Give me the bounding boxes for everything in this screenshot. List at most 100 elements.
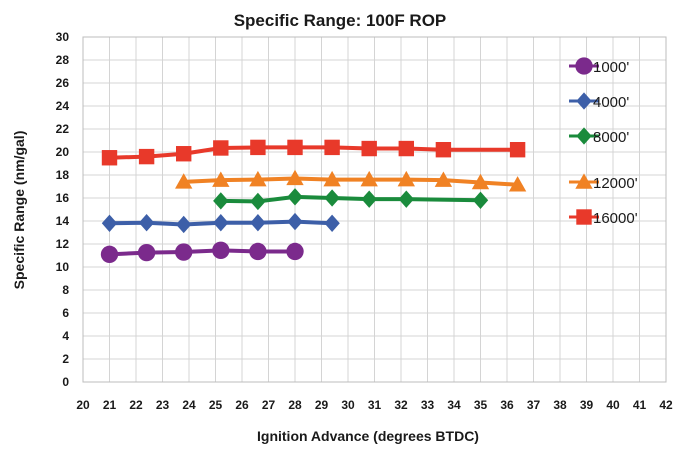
series-4 xyxy=(101,139,526,166)
data-point xyxy=(250,192,266,211)
data-point xyxy=(250,214,266,232)
series-layer xyxy=(100,139,527,264)
x-tick-label: 26 xyxy=(235,398,249,412)
data-point xyxy=(324,214,340,232)
legend-label: 8000' xyxy=(593,129,629,146)
data-point xyxy=(287,139,303,156)
series-3 xyxy=(175,169,527,192)
data-point xyxy=(249,170,267,187)
data-point xyxy=(323,170,341,187)
y-tick-label: 22 xyxy=(56,122,70,136)
series-0 xyxy=(100,241,304,264)
plot-frame xyxy=(82,36,667,383)
data-point xyxy=(213,192,229,210)
y-tick-label: 24 xyxy=(56,99,70,113)
legend-entry: 1000' xyxy=(569,57,629,76)
data-point xyxy=(398,140,414,157)
y-axis-title: Specific Range (nm/gal) xyxy=(11,131,27,290)
series-line xyxy=(109,248,295,257)
data-point xyxy=(175,243,193,261)
data-point xyxy=(138,214,155,232)
x-tick-label: 38 xyxy=(553,398,567,412)
data-point xyxy=(398,190,414,208)
data-point xyxy=(361,140,377,157)
x-tick-label: 24 xyxy=(182,398,196,412)
data-point xyxy=(176,215,192,234)
x-tick-label: 20 xyxy=(76,398,90,412)
legend-entry: 8000' xyxy=(569,127,629,146)
y-tick-label: 18 xyxy=(56,168,70,182)
legend: 1000' 4000' 8000' 12000' 16000' xyxy=(569,57,638,227)
x-tick-label: 32 xyxy=(394,398,408,412)
x-tick-label: 22 xyxy=(129,398,143,412)
data-point xyxy=(137,243,156,262)
y-tick-label: 16 xyxy=(56,191,70,205)
y-tick-label: 12 xyxy=(56,237,70,251)
y-tick-label: 10 xyxy=(56,260,70,274)
data-point xyxy=(213,214,229,232)
y-tick-label: 0 xyxy=(62,375,69,389)
legend-entry: 16000' xyxy=(569,209,638,227)
legend-entry: 12000' xyxy=(569,173,638,192)
data-point xyxy=(287,188,303,206)
data-point xyxy=(286,242,304,261)
data-point xyxy=(138,148,155,165)
series-line xyxy=(183,176,518,187)
x-tick-label: 34 xyxy=(447,398,461,412)
y-tick-label: 4 xyxy=(62,329,69,343)
data-point xyxy=(213,140,229,156)
x-tick-label: 42 xyxy=(659,398,673,412)
x-tick-label: 33 xyxy=(421,398,435,412)
y-tick-label: 30 xyxy=(56,30,70,44)
legend-label: 1000' xyxy=(593,59,629,76)
data-point xyxy=(175,173,193,189)
data-point xyxy=(324,189,340,207)
y-tick-label: 20 xyxy=(56,145,70,159)
legend-marker xyxy=(576,127,592,145)
x-axis-title: Ignition Advance (degrees BTDC) xyxy=(257,428,479,444)
x-tick-label: 39 xyxy=(580,398,594,412)
series-line xyxy=(109,145,518,160)
data-point xyxy=(101,214,118,232)
legend-marker xyxy=(576,92,592,110)
x-tick-label: 28 xyxy=(288,398,302,412)
legend-label: 12000' xyxy=(593,175,638,192)
data-point xyxy=(100,245,119,264)
x-tick-label: 30 xyxy=(341,398,355,412)
data-point xyxy=(509,142,526,158)
series-1 xyxy=(101,212,340,234)
data-point xyxy=(472,191,489,209)
data-point xyxy=(360,170,378,187)
x-tick-label: 31 xyxy=(368,398,382,412)
x-tick-label: 25 xyxy=(209,398,223,412)
y-tick-label: 28 xyxy=(56,53,70,67)
legend-marker xyxy=(575,173,593,189)
x-tick-label: 37 xyxy=(527,398,541,412)
data-point xyxy=(397,170,415,187)
data-point xyxy=(287,212,303,231)
data-point xyxy=(324,139,340,156)
x-tick-label: 27 xyxy=(262,398,276,412)
y-tick-label: 14 xyxy=(56,214,70,228)
y-tick-label: 26 xyxy=(56,76,70,90)
legend-marker xyxy=(575,57,593,75)
x-tick-label: 35 xyxy=(474,398,488,412)
x-tick-label: 40 xyxy=(606,398,620,412)
data-point xyxy=(508,176,527,192)
x-tick-label: 29 xyxy=(315,398,329,412)
data-point xyxy=(212,171,230,187)
series-2 xyxy=(213,188,489,211)
legend-entry: 4000' xyxy=(569,92,629,111)
legend-label: 4000' xyxy=(593,94,629,111)
x-tick-label: 41 xyxy=(633,398,647,412)
data-point xyxy=(435,142,452,158)
data-point xyxy=(434,171,453,187)
data-point xyxy=(101,150,118,166)
data-point xyxy=(471,173,490,190)
legend-label: 16000' xyxy=(593,210,638,227)
y-tick-label: 8 xyxy=(62,283,69,297)
legend-marker xyxy=(576,209,592,225)
x-tick-label: 21 xyxy=(103,398,117,412)
x-tick-label: 36 xyxy=(500,398,514,412)
